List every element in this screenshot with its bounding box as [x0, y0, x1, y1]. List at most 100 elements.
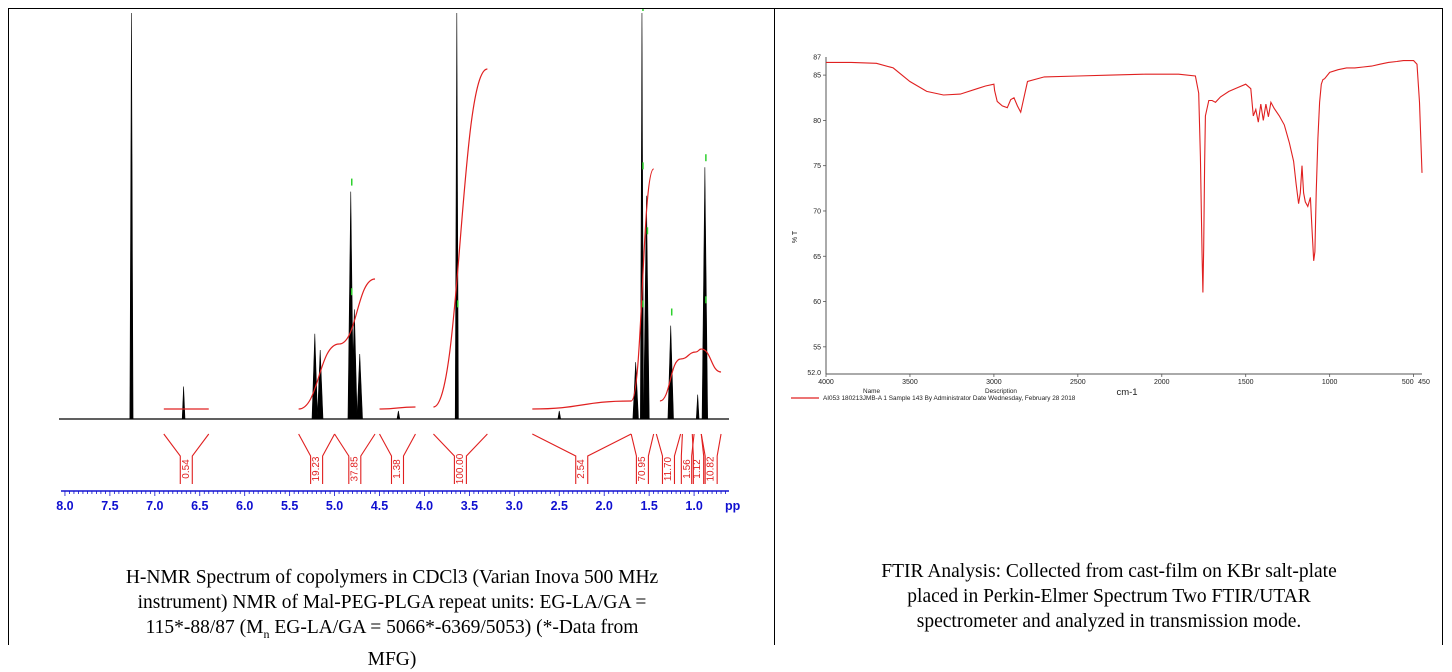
ftir-legend-name-header: Name [863, 388, 880, 395]
ftir-x-tick-label: 500 [1402, 379, 1414, 386]
nmr-integral-value: 11.70 [663, 456, 674, 481]
ftir-x-tick-label: 1500 [1238, 379, 1254, 386]
ftir-x-label: cm-1 [1116, 387, 1137, 398]
ftir-x-tick-label: 4000 [818, 379, 834, 386]
nmr-integral-value: 10.82 [706, 456, 717, 481]
nmr-axis-tick-label: 6.5 [191, 499, 208, 513]
nmr-peak-11 [640, 12, 644, 420]
ftir-x-tick-label: 3000 [986, 379, 1002, 386]
nmr-peak-7 [396, 410, 401, 420]
nmr-integral-value: 37.85 [349, 456, 360, 481]
ftir-y-tick-label: 70 [813, 208, 821, 215]
nmr-axis-tick-label: 4.0 [416, 499, 433, 513]
nmr-integral-value: 2.54 [576, 459, 587, 479]
nmr-integral-bracket-1 [298, 433, 336, 484]
nmr-integral-bracket-6 [630, 433, 655, 484]
nmr-peak-12 [643, 195, 650, 420]
nmr-panel: 0.54 19.23 37.85 1.38 100.00 2.54 70.95 11.70 1.… [8, 8, 775, 670]
nmr-axis-tick-label: 7.5 [101, 499, 118, 513]
nmr-caption-line-2: instrument) NMR of Mal-PEG-PLGA repeat u… [137, 592, 647, 613]
ftir-panel: 55 60 65 70 75 80 85 87 52.0 4000 3500 3000 2500 2000… [775, 8, 1443, 645]
ftir-caption: FTIR Analysis: Collected from cast-film … [789, 559, 1429, 634]
ftir-caption-line-3: spectrometer and analyzed in transmissio… [916, 611, 1302, 632]
nmr-peak-5 [351, 309, 358, 420]
nmr-integral-value: 1.38 [392, 459, 403, 479]
nmr-integral-bracket-8 [680, 433, 694, 484]
ftir-series-line [826, 60, 1423, 293]
ftir-x-tick-label: 1000 [1322, 379, 1338, 386]
nmr-axis-tick-label: 5.0 [326, 499, 343, 513]
nmr-integral-curve-3 [379, 406, 416, 410]
nmr-peak-9 [557, 410, 562, 420]
ftir-x-tick-label: 2500 [1070, 379, 1086, 386]
nmr-caption-line-1: H-NMR Spectrum of copolymers in CDCl3 (V… [125, 567, 659, 588]
nmr-axis-tick-label: 1.0 [685, 499, 702, 513]
ftir-y-tick-label: 75 [813, 163, 821, 170]
nmr-integral-curve-10 [701, 348, 722, 373]
nmr-integral-value: 19.23 [311, 456, 322, 481]
nmr-integral-curve-2 [338, 278, 376, 345]
nmr-integral-bracket-0 [163, 433, 210, 484]
nmr-integral-curve-7 [659, 358, 681, 402]
nmr-integral-value: 1.56 [682, 459, 693, 479]
nmr-integral-curve-4 [433, 68, 488, 408]
nmr-integral-curve-6 [630, 168, 655, 402]
nmr-axis-tick-label: 4.5 [371, 499, 388, 513]
nmr-integral-value: 1.12 [692, 459, 703, 479]
ftir-chart: 55 60 65 70 75 80 85 87 52.0 4000 3500 3000 2500 2000… [791, 55, 1430, 402]
nmr-axis-tick-label: 7.0 [146, 499, 163, 513]
nmr-axis-tick-label: 8.0 [56, 499, 73, 513]
nmr-peak-2 [311, 333, 318, 420]
ftir-y-tick-label: 55 [813, 344, 821, 351]
nmr-integral-curve-8 [680, 351, 696, 360]
nmr-caption-subscript: n [263, 626, 270, 641]
nmr-peak-14 [695, 394, 700, 420]
ftir-caption-line-2: placed in Perkin-Elmer Spectrum Two FTIR… [907, 586, 1311, 607]
nmr-axis-tick-label: 5.5 [281, 499, 298, 513]
nmr-axis-unit: pp [725, 499, 741, 513]
nmr-axis-tick-label: 3.0 [506, 499, 523, 513]
nmr-peak-10 [632, 362, 639, 420]
nmr-peak-8 [454, 12, 459, 420]
ftir-y-max-label: 87 [813, 55, 821, 62]
nmr-axis-tick-label: 1.5 [640, 499, 657, 513]
nmr-integral-bracket-5 [532, 433, 632, 484]
nmr-integral-bracket-2 [334, 433, 376, 484]
nmr-axis-tick-label: 6.0 [236, 499, 253, 513]
ftir-caption-line-1: FTIR Analysis: Collected from cast-film … [881, 561, 1337, 582]
ftir-y-tick-label: 65 [813, 254, 821, 261]
ftir-legend-entry: AI053 180213JMB-A 1 Sample 143 By Admini… [823, 395, 1076, 402]
nmr-caption: H-NMR Spectrum of copolymers in CDCl3 (V… [17, 565, 767, 672]
ftir-y-tick-label: 80 [813, 118, 821, 125]
nmr-chart: 0.54 19.23 37.85 1.38 100.00 2.54 70.95 11.70 1.… [56, 9, 741, 513]
nmr-integral-bracket-3 [379, 433, 416, 484]
nmr-caption-line-3b: EG-LA/GA = 5066*-6369/5053) (*-Data from [269, 617, 639, 638]
ftir-y-label: % T [792, 230, 799, 243]
ftir-x-end-label: 450 [1418, 379, 1430, 386]
nmr-axis-tick-label: 3.5 [461, 499, 478, 513]
nmr-integral-value: 70.95 [637, 456, 648, 481]
nmr-peak-3 [317, 349, 324, 420]
nmr-caption-line-3a: 115*-88/87 (M [145, 617, 264, 638]
nmr-peak-4 [347, 191, 354, 420]
nmr-axis-tick-label: 2.0 [596, 499, 613, 513]
nmr-peak-6 [356, 354, 363, 420]
nmr-integral-curve-5 [532, 400, 632, 410]
nmr-peak-0 [129, 12, 134, 420]
nmr-integral-bracket-10 [700, 433, 722, 484]
ftir-x-tick-label: 2000 [1154, 379, 1170, 386]
ftir-y-min-label: 52.0 [807, 370, 821, 377]
ftir-legend-desc-header: Description [985, 388, 1017, 395]
nmr-peak-15 [701, 167, 708, 420]
nmr-peak-1 [181, 386, 186, 420]
nmr-integral-curve-1 [298, 343, 340, 410]
ftir-y-tick-label: 60 [813, 299, 821, 306]
nmr-caption-line-4: MFG) [367, 648, 417, 670]
nmr-integral-bracket-4 [433, 433, 488, 484]
nmr-integral-value: 0.54 [181, 459, 192, 479]
nmr-axis-tick-label: 2.5 [551, 499, 568, 513]
nmr-integral-curve-9 [695, 348, 702, 353]
nmr-integral-value: 100.00 [455, 453, 466, 484]
ftir-y-tick-label: 85 [813, 73, 821, 80]
nmr-integral-bracket-7 [655, 433, 682, 484]
